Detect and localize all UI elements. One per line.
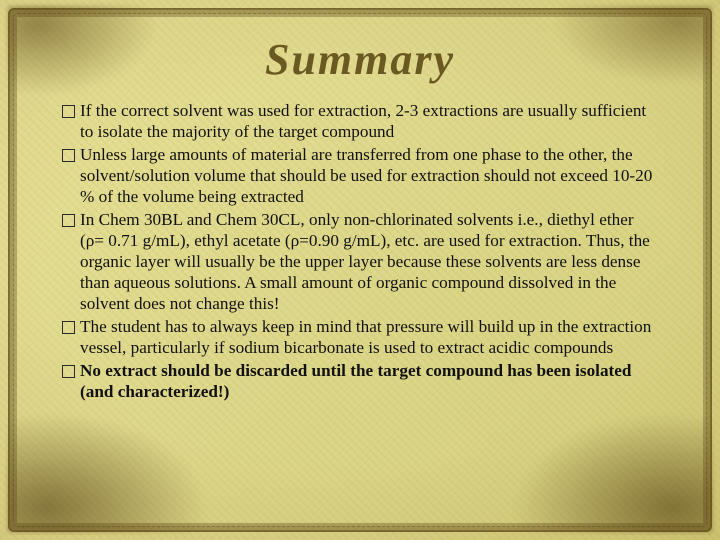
bullet-text: Unless large amounts of material are tra… xyxy=(80,145,652,206)
list-item: In Chem 30BL and Chem 30CL, only non-chl… xyxy=(62,210,658,315)
list-item: If the correct solvent was used for extr… xyxy=(62,101,658,143)
list-item: Unless large amounts of material are tra… xyxy=(62,145,658,208)
slide-content: Summary If the correct solvent was used … xyxy=(0,0,720,540)
list-item: The student has to always keep in mind t… xyxy=(62,317,658,359)
bullet-text: No extract should be discarded until the… xyxy=(80,361,631,401)
bullet-list: If the correct solvent was used for extr… xyxy=(62,101,658,403)
slide: Summary If the correct solvent was used … xyxy=(0,0,720,540)
bullet-text: The student has to always keep in mind t… xyxy=(80,317,651,357)
list-item: No extract should be discarded until the… xyxy=(62,361,658,403)
bullet-text: In Chem 30BL and Chem 30CL, only non-chl… xyxy=(80,210,650,313)
slide-title: Summary xyxy=(62,34,658,85)
bullet-text: If the correct solvent was used for extr… xyxy=(80,101,646,141)
